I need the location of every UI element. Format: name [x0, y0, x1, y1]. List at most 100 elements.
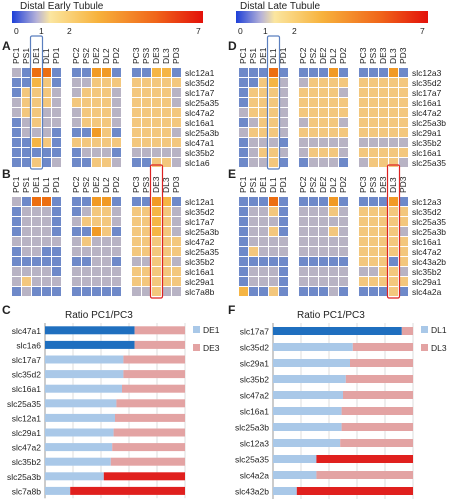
- heatmap-cell: [82, 237, 91, 246]
- heatmap-cell: [142, 237, 151, 246]
- heatmap-cell: [249, 128, 258, 137]
- heatmap-cell: [172, 247, 181, 256]
- column-label: DE1: [31, 47, 41, 64]
- gene-label: slc35d2: [185, 78, 215, 88]
- heatmap-cell: [42, 257, 51, 266]
- heatmap-cell: [152, 267, 161, 276]
- heatmap-cell: [319, 207, 328, 216]
- heatmap-cell: [359, 128, 368, 137]
- heatmap-cell: [102, 207, 111, 216]
- heatmap-cell: [72, 197, 81, 206]
- heatmap-cell: [249, 277, 258, 286]
- heatmap-cell: [359, 287, 368, 296]
- heatmap-cell: [269, 237, 278, 246]
- heatmap-cell: [22, 68, 31, 77]
- column-label: PS3: [368, 48, 378, 64]
- heatmap-cell: [329, 98, 338, 107]
- heatmap-cell: [329, 138, 338, 147]
- heatmap-cell: [239, 247, 248, 256]
- heatmap-cell: [299, 148, 308, 157]
- heatmap-cell: [162, 277, 171, 286]
- heatmap-cell: [239, 108, 248, 117]
- heatmap-cell: [82, 68, 91, 77]
- heatmap-cell: [339, 247, 348, 256]
- heatmap-cell: [162, 247, 171, 256]
- heatmap-cell: [142, 128, 151, 137]
- heatmap-cell: [152, 148, 161, 157]
- column-label: DL3: [388, 177, 398, 193]
- heatmap-cell: [152, 207, 161, 216]
- column-label: PS2: [81, 48, 91, 64]
- column-label: PD2: [111, 176, 121, 193]
- heatmap-cell: [319, 138, 328, 147]
- heatmap-cell: [249, 287, 258, 296]
- legend-label: DL3: [431, 343, 447, 353]
- heatmap-cell: [369, 267, 378, 276]
- heatmap-cell: [172, 138, 181, 147]
- heatmap-cell: [12, 227, 21, 236]
- column-label: PS3: [368, 177, 378, 193]
- bar-dl3: [343, 391, 413, 399]
- heatmap-cell: [102, 88, 111, 97]
- bar-de1: [45, 384, 122, 393]
- heatmap-cell: [72, 237, 81, 246]
- heatmap-cell: [369, 158, 378, 167]
- heatmap-cell: [279, 88, 288, 97]
- heatmap-cell: [369, 88, 378, 97]
- heatmap-cell: [22, 227, 31, 236]
- heatmap-cell: [142, 148, 151, 157]
- category-label: slc35d2: [12, 370, 42, 380]
- heatmap-cell: [299, 118, 308, 127]
- heatmap-cell: [269, 257, 278, 266]
- heatmap-cell: [319, 68, 328, 77]
- heatmap-cell: [52, 118, 61, 127]
- heatmap-cell: [142, 98, 151, 107]
- category-label: slc12a3: [240, 439, 270, 449]
- heatmap-cell: [259, 217, 268, 226]
- column-label: PC3: [131, 176, 141, 193]
- heatmap-cell: [309, 267, 318, 276]
- heatmap-cell: [399, 257, 408, 266]
- heatmap-cell: [359, 257, 368, 266]
- heatmap-cell: [389, 88, 398, 97]
- heatmap-cell: [12, 217, 21, 226]
- heatmap-cell: [172, 98, 181, 107]
- heatmap-cell: [259, 118, 268, 127]
- heatmap-cell: [112, 158, 121, 167]
- heatmap-cell: [359, 158, 368, 167]
- legend-label: DE3: [203, 343, 220, 353]
- heatmap-cell: [319, 108, 328, 117]
- heatmap-cell: [42, 148, 51, 157]
- gene-label: slc12a1: [185, 68, 215, 78]
- gene-label: slc16a1: [412, 237, 442, 247]
- heatmap-cell: [339, 207, 348, 216]
- heatmap-cell: [102, 78, 111, 87]
- column-label: PD1: [51, 176, 61, 193]
- heatmap-cell: [259, 98, 268, 107]
- heatmap-cell: [12, 277, 21, 286]
- gene-label: slc29a1: [185, 277, 215, 287]
- heatmap-cell: [92, 78, 101, 87]
- heatmap-cell: [102, 217, 111, 226]
- heatmap-cell: [329, 68, 338, 77]
- heatmap-cell: [92, 128, 101, 137]
- heatmap-cell: [32, 197, 41, 206]
- heatmap-cell: [389, 148, 398, 157]
- heatmap-cell: [42, 138, 51, 147]
- heatmap-cell: [389, 138, 398, 147]
- heatmap-cell: [279, 257, 288, 266]
- heatmap-cell: [142, 88, 151, 97]
- column-label: DL1: [41, 177, 51, 193]
- heatmap-cell: [152, 217, 161, 226]
- heatmap-cell: [329, 287, 338, 296]
- column-label: PD1: [278, 47, 288, 64]
- heatmap-cell: [102, 267, 111, 276]
- heatmap-cell: [259, 237, 268, 246]
- heatmap-cell: [162, 217, 171, 226]
- heatmap-cell: [42, 217, 51, 226]
- heatmap-cell: [279, 217, 288, 226]
- heatmap-cell: [279, 148, 288, 157]
- heatmap-cell: [339, 227, 348, 236]
- gene-label: slc25a3b: [412, 227, 446, 237]
- heatmap-cell: [72, 78, 81, 87]
